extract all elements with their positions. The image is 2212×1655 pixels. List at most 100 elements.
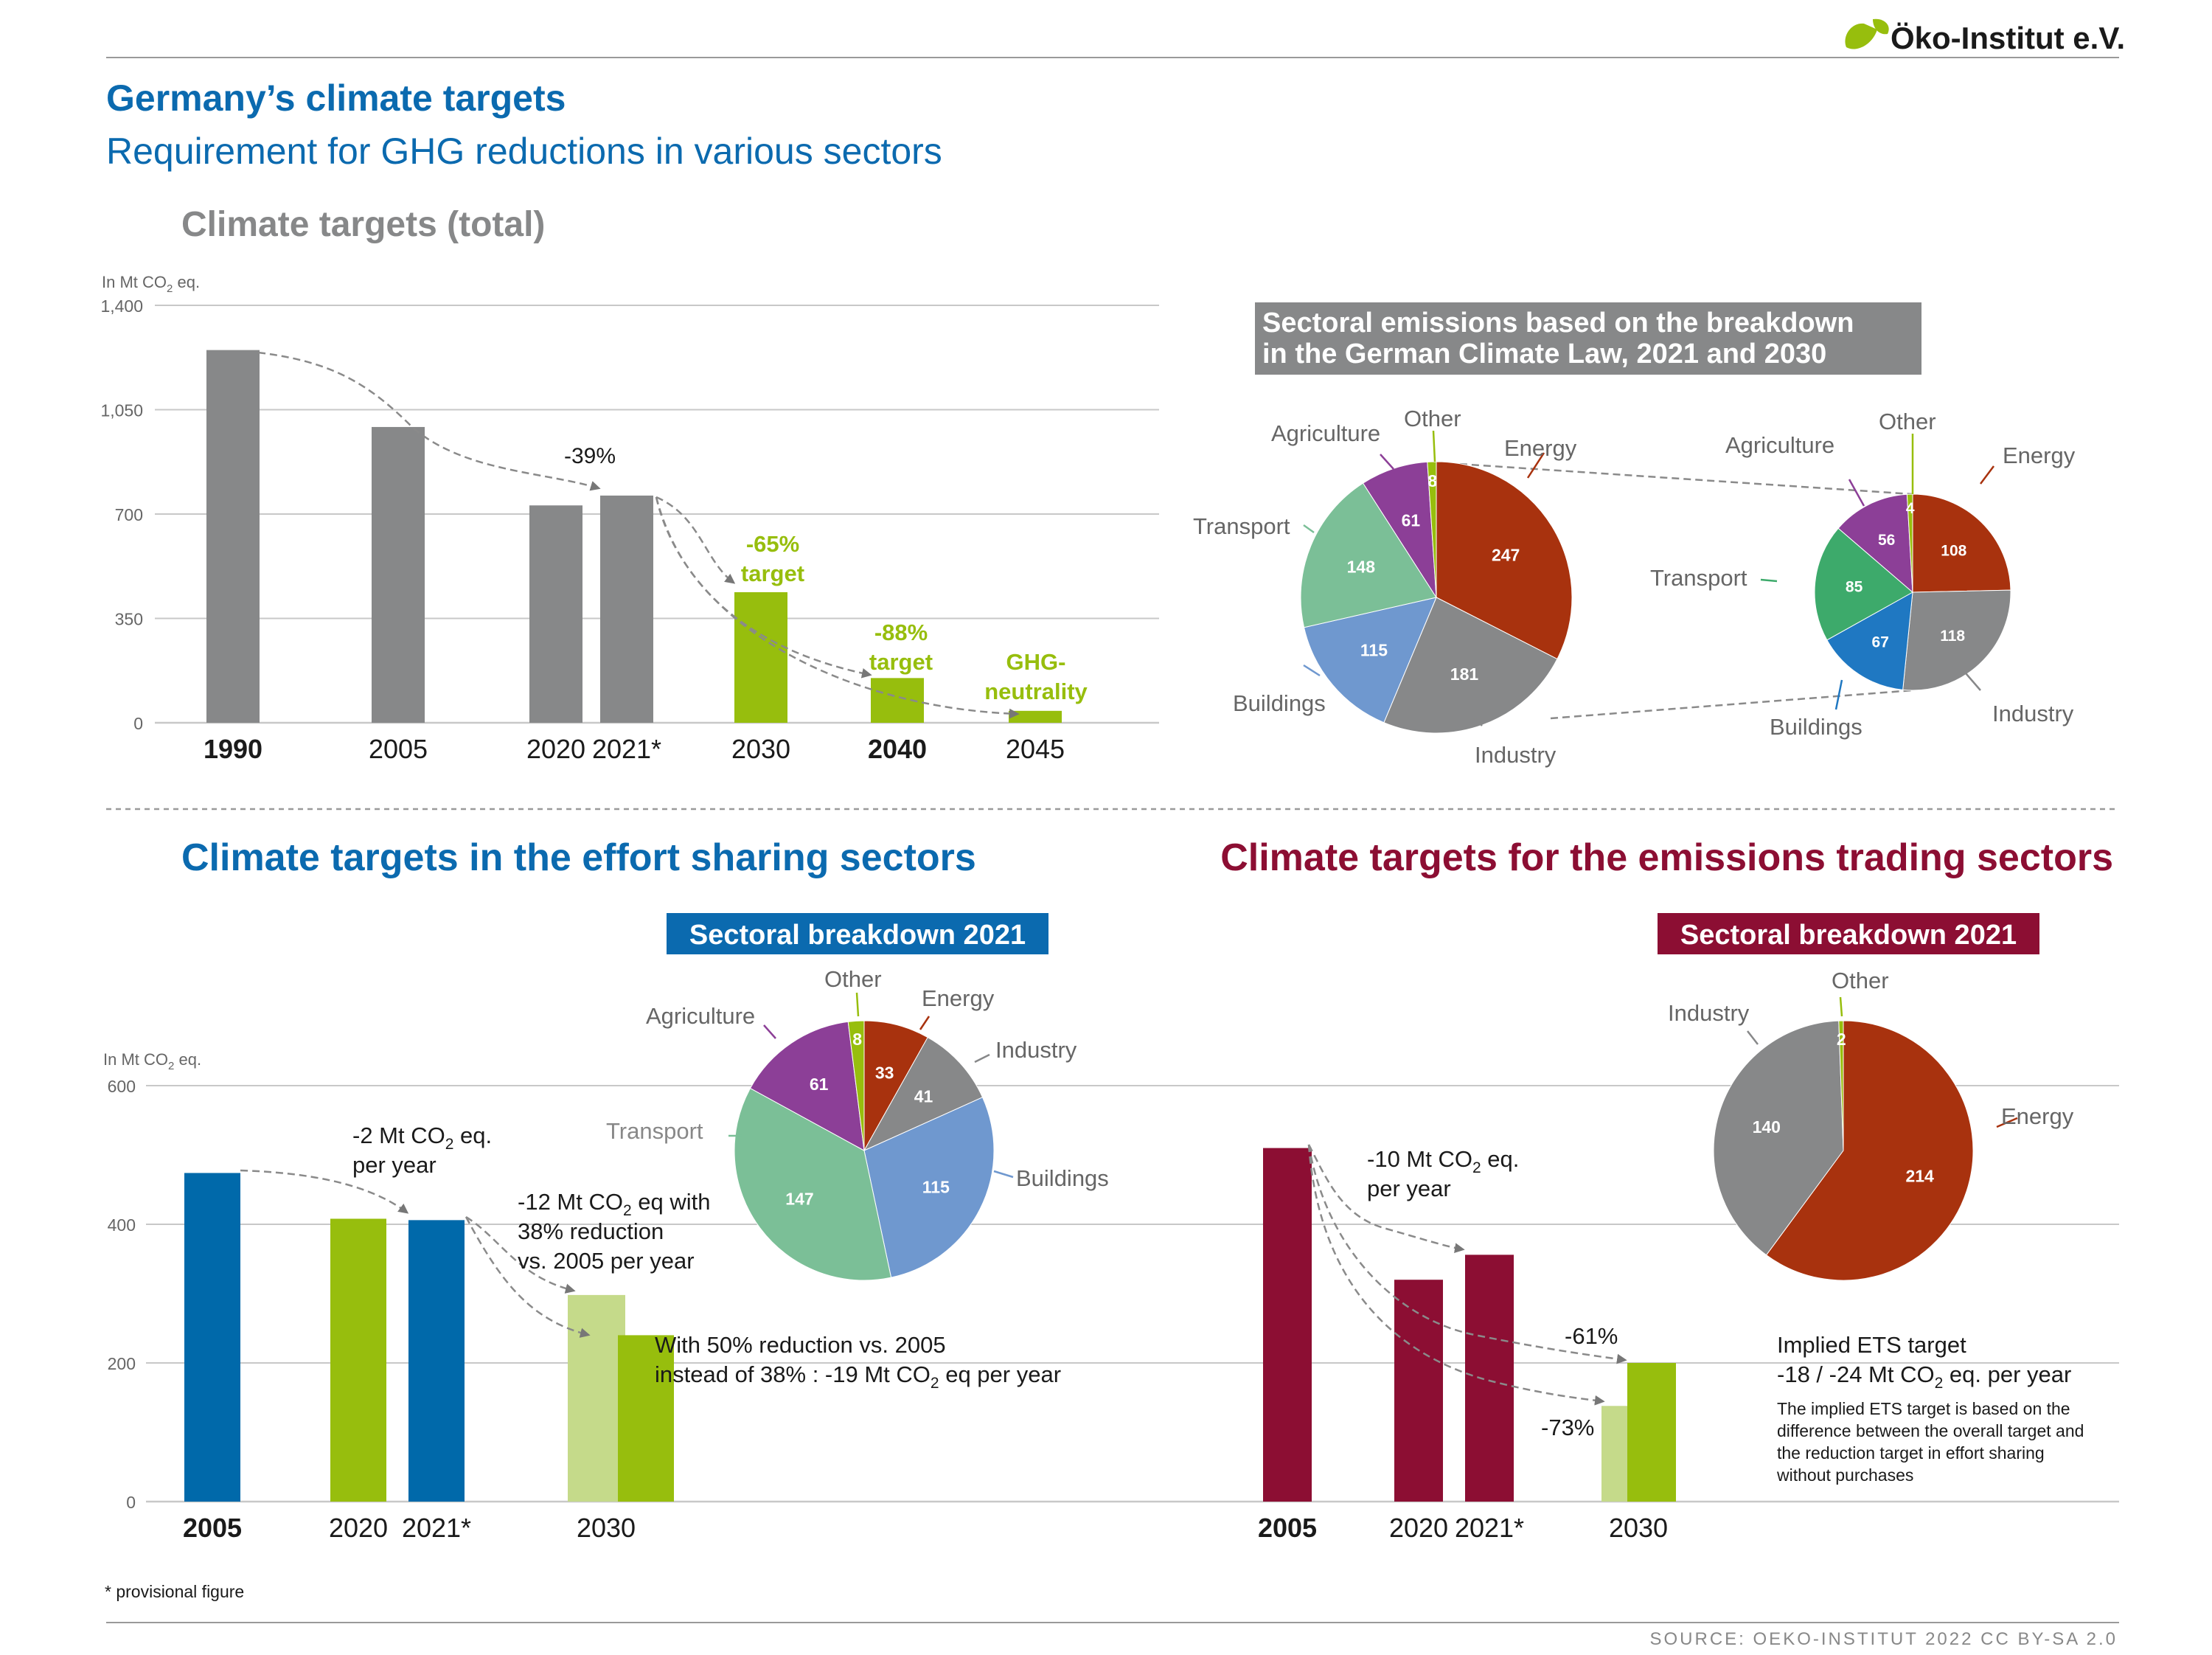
bar-2005 [372, 426, 425, 723]
x-tick-label: 2020 [1389, 1513, 1448, 1543]
pie-value-label: 140 [1753, 1117, 1781, 1137]
total-reduction-2021: -39% [564, 444, 616, 468]
effort-pie-chart: 33 41 115 147 61 8 [734, 1020, 995, 1281]
ets-note-line4: without purchases [1776, 1465, 1913, 1485]
pie2030-label-energy: Energy [2003, 443, 2076, 468]
ets-note-line1: The implied ETS target is based on the [1777, 1399, 2070, 1418]
effort-annotation-1-line1: -2 Mt CO2 eq. [352, 1123, 492, 1153]
y-tick-label: 350 [115, 610, 143, 629]
pie-value-label: 41 [914, 1087, 933, 1106]
pie-value-label: 2 [1837, 1030, 1846, 1049]
pie-slice-transport [1814, 527, 1913, 641]
x-tick-label: 2005 [369, 734, 428, 764]
pie-value-label: 4 [1906, 500, 1915, 517]
pie2021-label-industry: Industry [1475, 742, 1557, 768]
pie2021-label-buildings: Buildings [1233, 690, 1326, 716]
y-tick-label: 700 [115, 505, 143, 524]
ets-arrows [1307, 1144, 1627, 1406]
bar-2030 [734, 591, 787, 723]
ets-reduction-73: -73% [1541, 1415, 1594, 1440]
ets-implied-target-line2: -18 / -24 Mt CO2 eq. per year [1777, 1361, 2071, 1392]
effort-breakdown-box [667, 913, 1048, 954]
ets-reduction-61: -61% [1565, 1323, 1618, 1349]
ets-breakdown-label: Sectoral breakdown 2021 [1680, 920, 2017, 951]
effort-pie-label-agriculture: Agriculture [646, 1003, 755, 1029]
pie2021-label-other: Other [1404, 406, 1461, 431]
total-heading: Climate targets (total) [181, 205, 545, 244]
pie-chart-2021: 247 181 115 148 61 8 [1300, 461, 1573, 734]
x-tick-label: 2020 [526, 734, 585, 764]
effort-annotation-1-line2: per year [352, 1152, 437, 1178]
ets-pie-label-industry: Industry [1668, 1000, 1750, 1026]
source-line: SOURCE: OEKO-INSTITUT 2022 CC BY-SA 2.0 [1650, 1629, 2118, 1649]
ets-heading: Climate targets for the emissions tradin… [1220, 836, 2113, 879]
pie-slice-energy [1765, 1020, 1974, 1281]
x-tick-label: 2030 [577, 1513, 636, 1543]
x-tick-label: 2030 [1609, 1513, 1668, 1543]
ets-breakdown-box [1658, 913, 2039, 954]
pie-slice-transport [734, 1087, 892, 1281]
ets-bar-chart: 2005 2020 2021* 2030 [1258, 1148, 1676, 1543]
pie-slice-industry [1902, 589, 2011, 691]
pie-slice-buildings [863, 1097, 995, 1278]
pie-slice-other [1427, 461, 1437, 598]
effort-annotation-3-line1: With 50% reduction vs. 2005 [655, 1332, 946, 1358]
ets-pie-chart: 214 140 2 [1713, 1020, 1974, 1281]
x-tick-label: 2030 [731, 734, 790, 764]
pie-slice-industry [1383, 597, 1558, 734]
x-tick-label: 2040 [868, 734, 927, 764]
pie-value-label: 108 [1941, 543, 1966, 560]
pie-value-label: 214 [1905, 1166, 1934, 1185]
pie-value-label: 85 [1846, 579, 1863, 596]
effort-pie-label-transport: Transport [606, 1118, 703, 1144]
pie2030-label-buildings: Buildings [1770, 714, 1863, 740]
bar-2021 [1465, 1255, 1514, 1502]
sectoral-heading-line1: Sectoral emissions based on the breakdow… [1262, 308, 1854, 339]
bar-2030 [618, 1335, 674, 1502]
pie-slice-buildings [1303, 597, 1437, 724]
sectoral-heading-line2: in the German Climate Law, 2021 and 2030 [1262, 339, 1826, 369]
x-tick-label: 2005 [1258, 1513, 1317, 1543]
pie-slice-industry [1713, 1020, 1844, 1256]
x-tick-label: 1990 [204, 734, 262, 764]
total-arrows [257, 351, 1020, 719]
pie2021-label-energy: Energy [1504, 435, 1577, 461]
pie-slice-other [847, 1020, 865, 1151]
pie-connectors [1436, 461, 1913, 720]
y-tick-label: 400 [108, 1215, 136, 1235]
effort-pie-leaders [728, 992, 1014, 1179]
effort-annotation-3-line2: instead of 38% : -19 Mt CO2 eq per year [655, 1361, 1061, 1392]
ets-annotation-1-line2: per year [1367, 1176, 1451, 1201]
page-subtitle: Requirement for GHG reductions in variou… [106, 131, 942, 172]
bar-2021 [408, 1220, 465, 1502]
pie2030-label-agriculture: Agriculture [1725, 432, 1834, 458]
pie2030-label-transport: Transport [1650, 565, 1747, 591]
target-2030-line1: -65% [746, 531, 799, 557]
pie-value-label: 8 [1427, 471, 1437, 490]
target-2030-line2: target [741, 561, 804, 586]
ets-note-line2: difference between the overall target an… [1777, 1421, 2084, 1440]
footnote: * provisional figure [105, 1582, 244, 1601]
x-tick-label: 2005 [183, 1513, 242, 1543]
bar-2020 [330, 1218, 386, 1502]
ets-annotation-1-line1: -10 Mt CO2 eq. [1367, 1146, 1519, 1176]
ets-note-line3: the reduction target in effort sharing [1777, 1443, 2045, 1463]
logo-leaf-icon [1845, 18, 1889, 49]
effort-breakdown-label: Sectoral breakdown 2021 [689, 920, 1026, 951]
y-tick-label: 1,050 [100, 401, 143, 420]
pie-slice-transport [1300, 482, 1437, 628]
y-tick-label: 200 [108, 1354, 136, 1373]
pie-slice-energy [863, 1020, 928, 1152]
pie-2030-leaders [1760, 434, 1994, 710]
y-tick-label: 1,400 [100, 296, 143, 316]
pie-chart-2030: 108 118 67 85 56 4 [1814, 493, 2011, 691]
pie-slice-other [1838, 1020, 1844, 1151]
effort-unit-label: In Mt CO2 eq. [103, 1050, 201, 1072]
pie-value-label: 33 [875, 1064, 894, 1083]
effort-annotation-2-line1: -12 Mt CO2 eq with [518, 1189, 711, 1219]
pie-value-label: 118 [1940, 628, 1965, 645]
bar-2021 [600, 495, 653, 723]
y-tick-label: 0 [126, 1493, 136, 1512]
